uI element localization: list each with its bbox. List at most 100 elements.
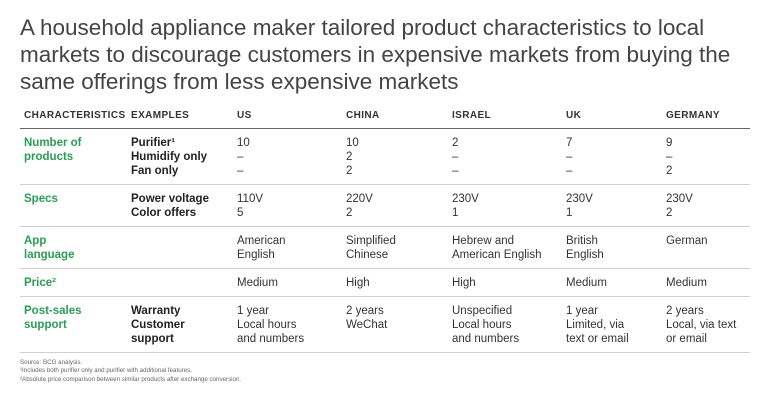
page-title: A household appliance maker tailored pro… — [20, 15, 731, 94]
us-cell: Medium — [233, 268, 342, 297]
israel-cell: High — [448, 268, 562, 297]
cell-line: 7 — [566, 137, 573, 149]
cell-line: American English — [452, 249, 542, 261]
characteristic-cell: Price² — [20, 268, 127, 297]
cell-line: 1 — [452, 207, 459, 219]
cell-line: – — [452, 151, 459, 163]
cell-line: 1 — [566, 207, 573, 219]
cell-line: Purifier¹ — [131, 137, 176, 149]
cell-line: – — [452, 165, 459, 177]
israel-cell: 230V 1 — [448, 184, 562, 227]
israel-cell: Hebrew and American English — [448, 226, 562, 269]
china-cell: 10 2 2 — [342, 128, 448, 185]
us-cell: 1 year Local hours and numbers — [233, 296, 342, 353]
cell-line: 110V — [237, 193, 264, 205]
cell-line: 2 — [666, 207, 673, 219]
cell-line: – — [666, 151, 673, 163]
cell-line: English — [237, 249, 275, 261]
us-cell: 10 – – — [233, 128, 342, 185]
cell-line: Warranty — [131, 305, 181, 317]
table-header-row: CHARACTERISTICS EXAMPLES US CHINA ISRAEL… — [20, 106, 750, 129]
cell-line: – — [566, 151, 573, 163]
cell-line: Specs — [24, 193, 58, 205]
china-cell: High — [342, 268, 448, 297]
cell-line: 2 years — [346, 305, 384, 317]
germany-cell: 9 – 2 — [662, 128, 750, 185]
cell-line: 9 — [666, 137, 673, 149]
cell-line: 2 — [666, 165, 673, 177]
cell-line: – — [566, 165, 573, 177]
cell-line: 2 years — [666, 305, 704, 317]
cell-line: and numbers — [237, 333, 305, 345]
examples-cell — [127, 268, 233, 297]
cell-line: 2 — [452, 137, 459, 149]
cell-line: Price² — [24, 277, 56, 289]
cell-line: German — [666, 235, 708, 247]
cell-line: 230V — [566, 193, 593, 205]
characteristic-cell: Specs — [20, 184, 127, 227]
header-us: US — [233, 106, 342, 129]
characteristic-cell: Number of products — [20, 128, 127, 185]
uk-cell: 230V 1 — [562, 184, 662, 227]
header-israel: ISRAEL — [448, 106, 562, 129]
cell-line: Number of — [24, 137, 82, 149]
cell-line: – — [237, 151, 244, 163]
header-china: CHINA — [342, 106, 448, 129]
germany-cell: 230V 2 — [662, 184, 750, 227]
table-row: Post-sales support Warranty Customer support… — [20, 296, 750, 353]
us-cell: American English — [233, 226, 342, 269]
examples-cell: Purifier¹ Humidify only Fan only — [127, 128, 233, 185]
cell-line: Hebrew and — [452, 235, 515, 247]
cell-line: Medium — [566, 277, 607, 289]
cell-line: 220V — [346, 193, 373, 205]
cell-line: – — [237, 165, 244, 177]
cell-line: support — [24, 319, 67, 331]
cell-line: High — [346, 277, 370, 289]
cell-line: WeChat — [346, 319, 388, 331]
table-row: Number of products Purifier¹ Humidify only F… — [20, 128, 750, 185]
header-characteristics: CHARACTERISTICS — [20, 106, 127, 129]
cell-line: text or email — [566, 333, 629, 345]
cell-line: Local hours — [237, 319, 297, 331]
footnote-2: ²Absolute price comparison between simil… — [20, 375, 242, 383]
cell-line: Local hours — [452, 319, 512, 331]
china-cell: 2 years WeChat — [342, 296, 448, 353]
characteristics-table: CHARACTERISTICS EXAMPLES US CHINA ISRAEL… — [20, 106, 750, 353]
cell-line: Simplified — [346, 235, 396, 247]
cell-line: 2 — [346, 151, 353, 163]
israel-cell: Unspecified Local hours and numbers — [448, 296, 562, 353]
footnotes: Source: BCG analysis. ¹Includes both pur… — [20, 359, 241, 384]
cell-line: or email — [666, 333, 707, 345]
cell-line: Chinese — [346, 249, 389, 261]
footnote-1: ¹Includes both purifier only and purifie… — [20, 367, 192, 375]
china-cell: 220V 2 — [342, 184, 448, 227]
cell-line: 1 year — [237, 305, 269, 317]
cell-line: products — [24, 151, 74, 163]
cell-line: Color offers — [131, 207, 197, 219]
cell-line: Limited, via — [566, 319, 625, 331]
cell-line: 230V — [452, 193, 479, 205]
cell-line: Medium — [666, 277, 707, 289]
cell-line: High — [452, 277, 476, 289]
us-cell: 110V 5 — [233, 184, 342, 227]
examples-cell: Warranty Customer support — [127, 296, 233, 353]
cell-line: 1 year — [566, 305, 598, 317]
characteristic-cell: App language — [20, 226, 127, 269]
table-row: Price² Medium High High Medium Medium — [20, 268, 750, 297]
cell-line: 10 — [237, 137, 250, 149]
uk-cell: 7 – – — [562, 128, 662, 185]
header-examples: EXAMPLES — [127, 106, 233, 129]
table-row: App language American English Simplified Chin… — [20, 226, 750, 269]
header-uk: UK — [562, 106, 662, 129]
cell-line: 2 — [346, 165, 353, 177]
cell-line: App — [24, 235, 47, 247]
table-row: Specs Power voltage Color offers 110V 5 220V 2… — [20, 184, 750, 227]
cell-line: British — [566, 235, 598, 247]
examples-cell — [127, 226, 233, 269]
cell-line: Customer — [131, 319, 185, 331]
cell-line: support — [131, 333, 174, 345]
cell-line: 230V — [666, 193, 693, 205]
cell-line: 5 — [237, 207, 244, 219]
germany-cell: Medium — [662, 268, 750, 297]
cell-line: Local, via text — [666, 319, 737, 331]
